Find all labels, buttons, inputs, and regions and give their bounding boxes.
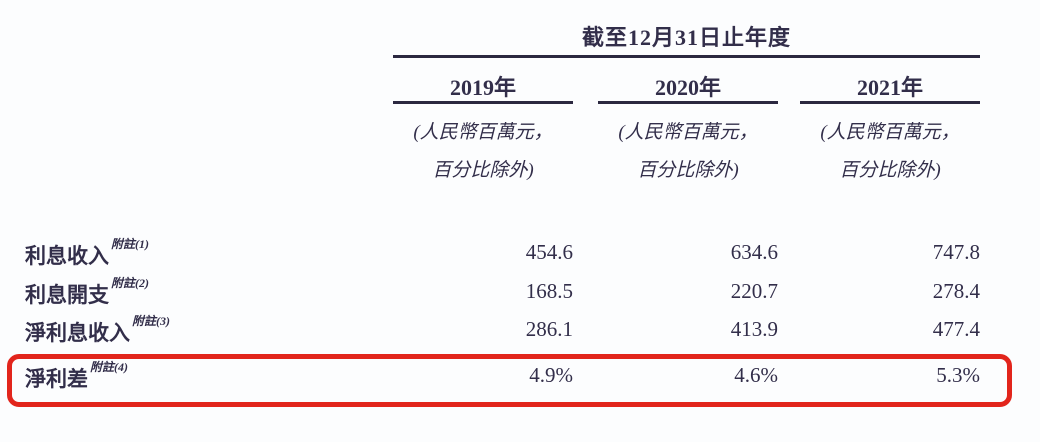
table-period-header: 截至12月31日止年度 [581,25,791,50]
unit-note-line1-2019: (人民幣百萬元， [413,122,553,143]
column-header-2020: 2020年 [598,70,778,104]
column-header-2019: 2019年 [393,70,573,104]
footnote-ref-3: 附註(3) [132,314,170,328]
row-label-text: 利息收入 [25,244,109,268]
row-label-interest-expense: 利息開支 附註(2) [25,276,385,309]
footnote-ref-2: 附註(2) [111,276,149,290]
unit-note-line2-2020: 百分比除外) [637,160,739,181]
cell-value: 413.9 [730,317,778,341]
unit-note-line1-2020: (人民幣百萬元， [618,122,758,143]
cell-value: 5.3% [936,363,980,387]
row-label-net-interest-income: 淨利息收入 附註(3) [25,314,385,347]
cell-value: 747.8 [932,240,980,264]
row-label-text: 淨利息收入 [25,321,130,345]
row-label-net-interest-spread: 淨利差 附註(4) [25,360,385,393]
unit-note-line2-2019: 百分比除外) [432,160,534,181]
period-header-rule [393,55,980,58]
cell-value: 4.6% [734,363,778,387]
cell-value: 286.1 [525,317,573,341]
column-header-2021: 2021年 [800,70,980,104]
cell-value: 454.6 [525,240,573,264]
footnote-ref-1: 附註(1) [111,237,149,251]
footnote-ref-4: 附註(4) [90,360,128,374]
cell-value: 634.6 [730,240,778,264]
unit-note-line2-2021: 百分比除外) [839,160,941,181]
cell-value: 4.9% [529,363,573,387]
cell-value: 168.5 [525,279,573,303]
unit-note-line1-2021: (人民幣百萬元， [820,122,960,143]
cell-value: 220.7 [730,279,778,303]
row-label-interest-income: 利息收入 附註(1) [25,237,385,270]
row-label-text: 利息開支 [25,283,109,307]
row-label-text: 淨利差 [25,367,88,391]
cell-value: 477.4 [932,317,980,341]
cell-value: 278.4 [932,279,980,303]
